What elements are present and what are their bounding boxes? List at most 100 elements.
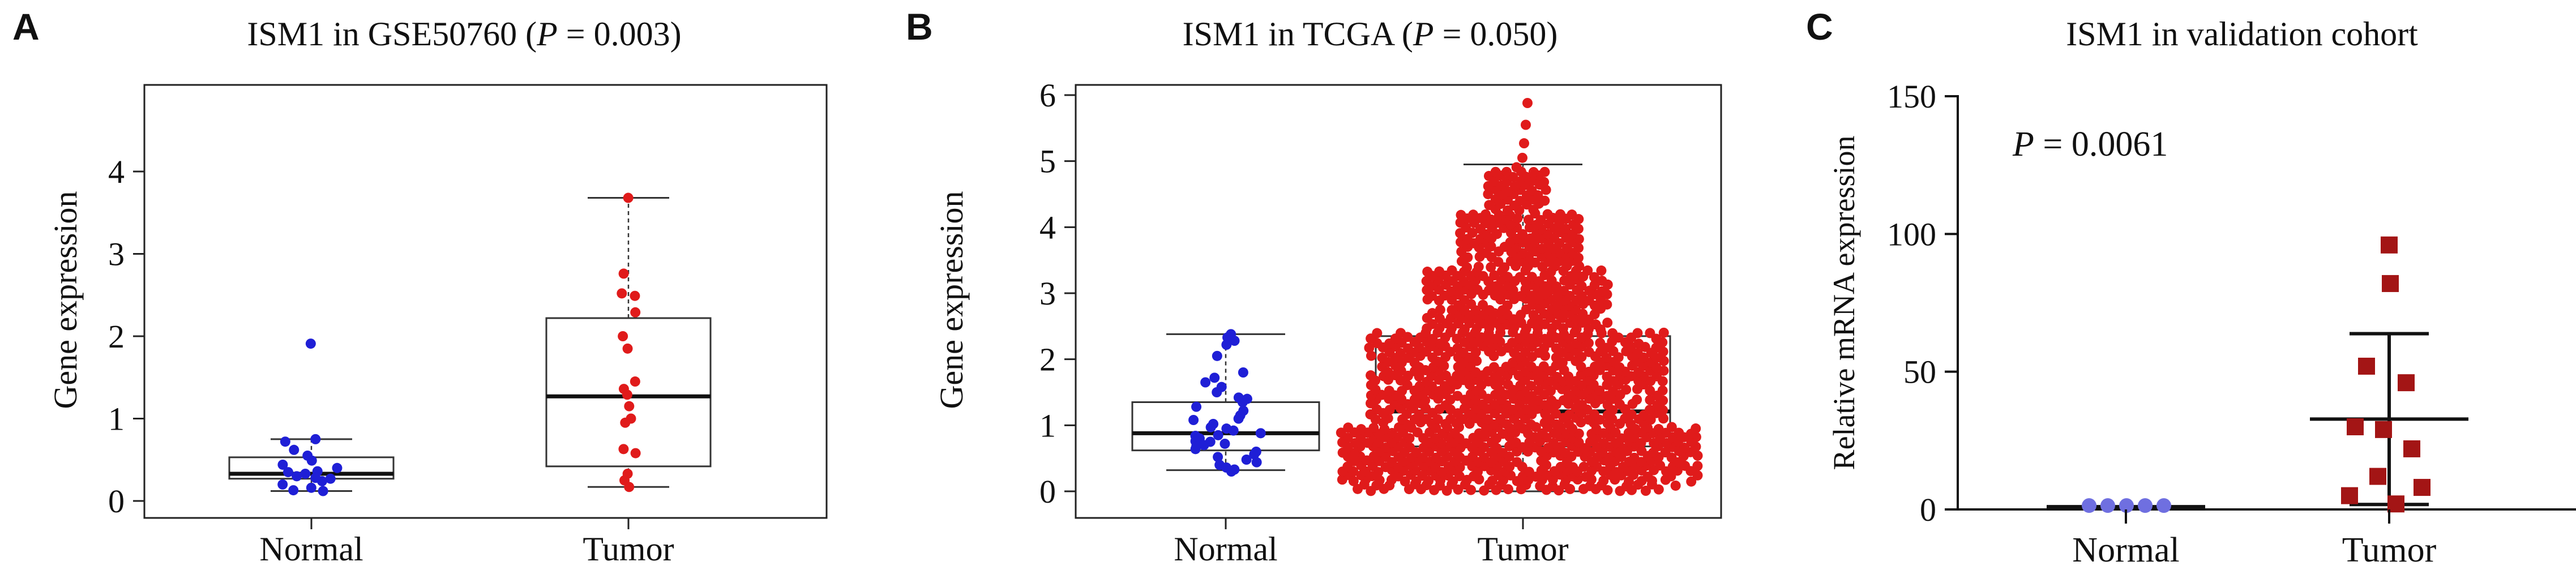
panel-a-point-normal-10: [292, 471, 302, 482]
panel-b-point-normal-36: [1213, 430, 1223, 440]
panel-b-point-tumor-777: [1607, 328, 1618, 338]
panel-b-point-tumor-360: [1691, 423, 1701, 434]
panel-b-point-tumor-851: [1478, 299, 1488, 310]
panel-a-boxes: [228, 197, 712, 492]
panel-c-point-normal-2: [2119, 498, 2134, 513]
panel-c-y-tick-label-1: 50: [1903, 354, 1936, 391]
panel-c-y-tick-label-2: 100: [1887, 216, 1936, 252]
panel-b-x-label-tumor: Tumor: [1477, 530, 1568, 568]
panel-b-point-tumor-852: [1502, 300, 1513, 311]
panel-b-y-tick-label-6: 6: [1039, 77, 1056, 114]
panel-b-point-tumor-953: [1582, 265, 1593, 276]
panel-b-box-normal: [1131, 401, 1320, 452]
panel-a-point-normal-5: [306, 455, 317, 466]
panel-b-point-tumor-704: [1452, 343, 1463, 354]
panel-b-point-tumor-739: [1633, 338, 1644, 349]
panel-a-y-tick-label-1: 1: [108, 401, 125, 438]
panel-b-point-tumor-528: [1621, 384, 1632, 395]
panel-b-point-tumor-183: [1467, 451, 1478, 462]
panel-b-point-tumor-780: [1658, 327, 1669, 338]
panel-b-point-tumor-521: [1533, 385, 1544, 396]
panel-b-point-tumor-761: [1396, 328, 1406, 338]
panel-b-point-tumor-573: [1366, 370, 1376, 381]
panel-a-label: A: [12, 6, 40, 48]
panel-c-point-tumor-2: [2358, 357, 2375, 375]
panel-b-point-tumor-outlier-0: [1522, 98, 1533, 108]
panel-a-y-tick-label-4: 4: [108, 153, 125, 190]
panel-b-point-tumor-92: [1642, 472, 1653, 482]
panel-a-point-tumor-1: [618, 268, 629, 279]
panel-a-point-tumor-14: [630, 448, 641, 458]
panel-b-point-tumor-309: [1336, 427, 1346, 438]
panel-b-point-normal-39: [1233, 413, 1244, 424]
panel-a-x-ticks: Normal Tumor: [259, 518, 674, 568]
panel-a-point-normal-6: [277, 459, 288, 470]
panel-b-point-tumor-404: [1658, 413, 1668, 424]
panel-b-point-tumor-270: [1548, 438, 1559, 448]
panel-b-point-tumor-46: [1374, 475, 1385, 486]
panel-b-point-tumor-1109: [1528, 167, 1539, 178]
panel-b-point-tumor-956: [1473, 262, 1484, 272]
panel-a-title: ISM1 in GSE50760 (P = 0.003): [247, 15, 681, 53]
panel-b-point-tumor-511: [1384, 385, 1394, 396]
panel-c-point-tumor-3: [2398, 374, 2415, 392]
panel-b-point-tumor-957: [1486, 262, 1496, 273]
panel-b-point-tumor-1064: [1542, 209, 1553, 220]
panel-b-point-tumor-824: [1427, 308, 1437, 319]
panel-b-point-tumor-1078: [1514, 195, 1525, 206]
panel-b-point-normal-5: [1238, 367, 1248, 378]
panel-c-p-annotation: P = 0.0061: [2012, 125, 2168, 164]
panel-b-point-tumor-339: [1368, 422, 1379, 433]
panel-a-y-tick-label-2: 2: [108, 318, 125, 355]
panel-b-point-tumor-419: [1564, 409, 1574, 420]
panel-b-x-ticks: Normal Tumor: [1174, 518, 1569, 568]
panel-a-x-label-tumor: Tumor: [583, 530, 674, 568]
panel-a-point-tumor-12: [620, 417, 631, 428]
panel-b-point-tumor-937: [1514, 272, 1525, 282]
panel-b-point-tumor-1081: [1483, 188, 1494, 199]
panel-b-point-normal-34: [1226, 466, 1236, 477]
panel-b-point-normal-29: [1241, 455, 1252, 465]
panel-b-point-tumor-1054: [1535, 215, 1546, 225]
panel-b-point-tumor-313: [1387, 427, 1397, 438]
panel-b-point-normal-4: [1212, 350, 1222, 361]
panel-b-point-tumor-531: [1657, 385, 1668, 396]
panel-c-point-normal-1: [2100, 498, 2115, 513]
panel-b-point-tumor-625: [1488, 362, 1499, 372]
panel-b-point-tumor-358: [1653, 424, 1664, 435]
panel-c-point-tumor-9: [2341, 487, 2358, 504]
panel-b-point-normal-40: [1242, 393, 1252, 404]
panel-b-point-tumor-274: [1598, 438, 1609, 448]
panel-c-point-tumor-5: [2375, 421, 2392, 438]
panel-b-point-tumor-803: [1516, 318, 1526, 328]
panel-c-label: C: [1806, 6, 1833, 48]
panel-b-y-tick-label-2: 2: [1039, 341, 1056, 378]
panel-b-point-tumor-1110: [1539, 166, 1550, 177]
panel-c-mean-sd-bars: [2047, 332, 2468, 509]
panel-b-point-tumor-943: [1422, 267, 1433, 277]
panel-c-point-tumor-7: [2369, 468, 2386, 485]
panel-b-y-label: Gene expression: [933, 191, 970, 409]
panel-b-point-tumor-149: [1692, 461, 1703, 472]
panel-b-point-normal-19: [1255, 428, 1266, 439]
panel-b-point-normal-27: [1249, 449, 1260, 460]
panel-b-point-normal-7: [1200, 377, 1211, 388]
panel-b-point-normal-38: [1199, 440, 1209, 451]
panel-c-point-tumor-8: [2414, 479, 2430, 496]
panel-b: B ISM1 in TCGA (P = 0.050) 0 1 2 3 4 5 6 Gene …: [906, 6, 1722, 568]
panel-b-point-normal-15: [1188, 415, 1199, 425]
panel-a-point-normal-13: [277, 479, 288, 490]
panel-b-point-tumor-325: [1548, 428, 1559, 439]
panel-b-point-tumor-779: [1645, 328, 1655, 338]
panel-b-point-tumor-64: [1598, 475, 1609, 486]
panel-b-point-tumor-42: [1670, 480, 1681, 491]
panel-b-point-tumor-929: [1597, 276, 1607, 286]
panel-b-point-tumor-902: [1597, 286, 1607, 297]
panel-b-point-tumor-629: [1538, 361, 1549, 372]
panel-a-point-normal-0: [305, 338, 316, 349]
panel-b-point-tumor-1111: [1511, 162, 1522, 173]
panel-b-point-normal-30: [1251, 457, 1262, 468]
panel-a-y-tick-label-0: 0: [108, 483, 125, 520]
panel-b-point-tumor-810: [1602, 318, 1613, 328]
